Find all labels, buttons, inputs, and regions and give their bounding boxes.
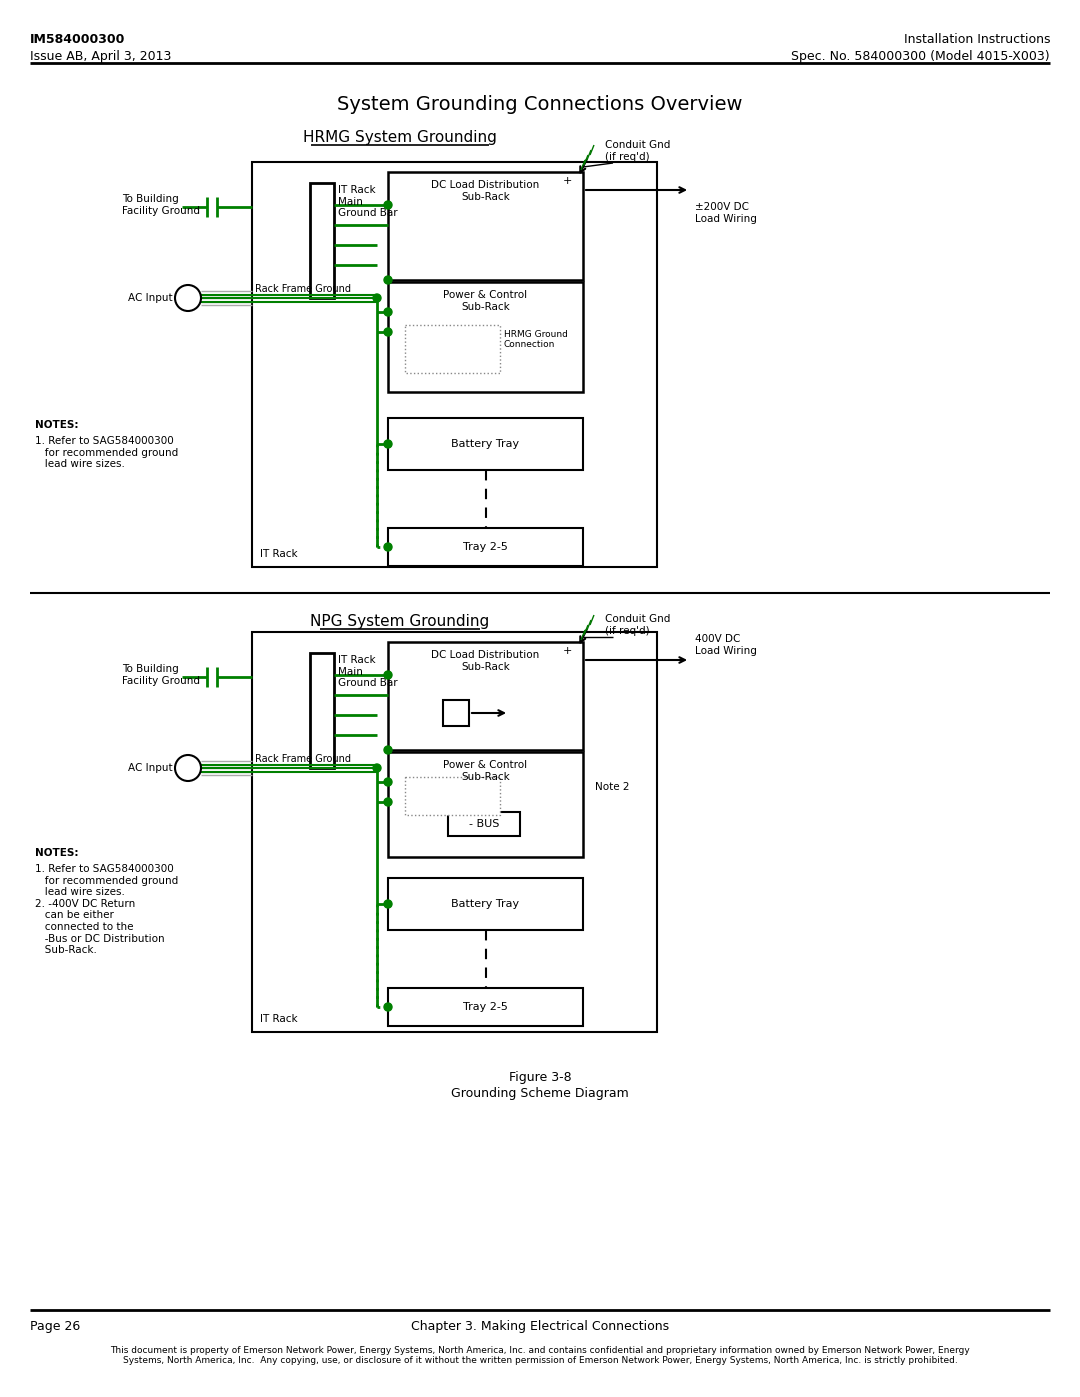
Text: IT Rack: IT Rack	[260, 549, 298, 559]
Text: Grounding Scheme Diagram: Grounding Scheme Diagram	[451, 1087, 629, 1099]
Circle shape	[384, 201, 392, 210]
Text: IT Rack: IT Rack	[260, 1014, 298, 1024]
Text: +: +	[563, 176, 572, 186]
Circle shape	[384, 746, 392, 754]
Bar	[405, 777, 500, 814]
Bar	[388, 643, 583, 750]
Text: Battery Tray: Battery Tray	[451, 439, 519, 448]
Text: Tray 2-5: Tray 2-5	[463, 1002, 508, 1011]
Text: NOTES:: NOTES:	[35, 848, 79, 858]
Text: Power & Control
Sub-Rack: Power & Control Sub-Rack	[444, 760, 527, 781]
Text: Battery Tray: Battery Tray	[451, 900, 519, 909]
Circle shape	[384, 277, 392, 284]
Bar	[443, 700, 469, 726]
Circle shape	[384, 440, 392, 448]
Circle shape	[384, 778, 392, 787]
Bar	[310, 652, 334, 768]
Circle shape	[373, 764, 381, 773]
Text: ±200V DC
Load Wiring: ±200V DC Load Wiring	[696, 203, 757, 224]
Bar	[388, 752, 583, 856]
Text: IT Rack
Main
Ground Bar: IT Rack Main Ground Bar	[338, 655, 397, 689]
Circle shape	[384, 328, 392, 337]
Text: IM584000300: IM584000300	[30, 34, 125, 46]
Bar	[388, 172, 583, 279]
Text: NOTES:: NOTES:	[35, 420, 79, 430]
Text: System Grounding Connections Overview: System Grounding Connections Overview	[337, 95, 743, 115]
Text: DC Load Distribution
Sub-Rack: DC Load Distribution Sub-Rack	[431, 180, 540, 201]
Circle shape	[384, 798, 392, 806]
Bar	[252, 162, 657, 567]
Text: Page 26: Page 26	[30, 1320, 80, 1333]
Text: To Building
Facility Ground: To Building Facility Ground	[122, 664, 200, 686]
Text: AC Input: AC Input	[129, 763, 173, 773]
Text: This document is property of Emerson Network Power, Energy Systems, North Americ: This document is property of Emerson Net…	[110, 1345, 970, 1365]
Text: Note 2: Note 2	[595, 782, 630, 792]
Circle shape	[373, 293, 381, 302]
Bar	[448, 812, 519, 835]
Circle shape	[384, 543, 392, 550]
Text: Spec. No. 584000300 (Model 4015-X003): Spec. No. 584000300 (Model 4015-X003)	[792, 50, 1050, 63]
Bar	[388, 282, 583, 393]
Text: Rack Frame Ground: Rack Frame Ground	[255, 754, 351, 764]
Text: Power & Control
Sub-Rack: Power & Control Sub-Rack	[444, 291, 527, 312]
Text: Issue AB, April 3, 2013: Issue AB, April 3, 2013	[30, 50, 172, 63]
Text: Conduit Gnd
(if req'd): Conduit Gnd (if req'd)	[605, 140, 671, 162]
Bar	[388, 528, 583, 566]
Bar	[252, 631, 657, 1032]
Text: HRMG System Grounding: HRMG System Grounding	[303, 130, 497, 145]
Bar	[388, 988, 583, 1025]
Text: 1. Refer to SAG584000300
   for recommended ground
   lead wire sizes.
2. -400V : 1. Refer to SAG584000300 for recommended…	[35, 863, 178, 956]
Circle shape	[384, 671, 392, 679]
Text: To Building
Facility Ground: To Building Facility Ground	[122, 194, 200, 215]
Text: 1. Refer to SAG584000300
   for recommended ground
   lead wire sizes.: 1. Refer to SAG584000300 for recommended…	[35, 436, 178, 469]
Text: DC Load Distribution
Sub-Rack: DC Load Distribution Sub-Rack	[431, 650, 540, 672]
Bar	[310, 183, 334, 298]
Circle shape	[175, 285, 201, 312]
Text: AC Input: AC Input	[129, 293, 173, 303]
Text: Chapter 3. Making Electrical Connections: Chapter 3. Making Electrical Connections	[410, 1320, 670, 1333]
Text: IT Rack
Main
Ground Bar: IT Rack Main Ground Bar	[338, 184, 397, 218]
Text: - BUS: - BUS	[469, 819, 499, 828]
Text: Tray 2-5: Tray 2-5	[463, 542, 508, 552]
Text: Rack Frame Ground: Rack Frame Ground	[255, 284, 351, 293]
Circle shape	[175, 754, 201, 781]
Text: 400V DC
Load Wiring: 400V DC Load Wiring	[696, 634, 757, 655]
Text: Installation Instructions: Installation Instructions	[904, 34, 1050, 46]
Circle shape	[384, 1003, 392, 1011]
Text: Figure 3-8: Figure 3-8	[509, 1071, 571, 1084]
Text: Conduit Gnd
(if req'd): Conduit Gnd (if req'd)	[605, 615, 671, 636]
Bar	[388, 877, 583, 930]
Bar	[405, 326, 500, 373]
Text: +: +	[563, 645, 572, 657]
Circle shape	[384, 900, 392, 908]
Bar	[388, 418, 583, 469]
Text: NPG System Grounding: NPG System Grounding	[310, 615, 489, 629]
Circle shape	[384, 307, 392, 316]
Text: HRMG Ground
Connection: HRMG Ground Connection	[504, 330, 568, 349]
